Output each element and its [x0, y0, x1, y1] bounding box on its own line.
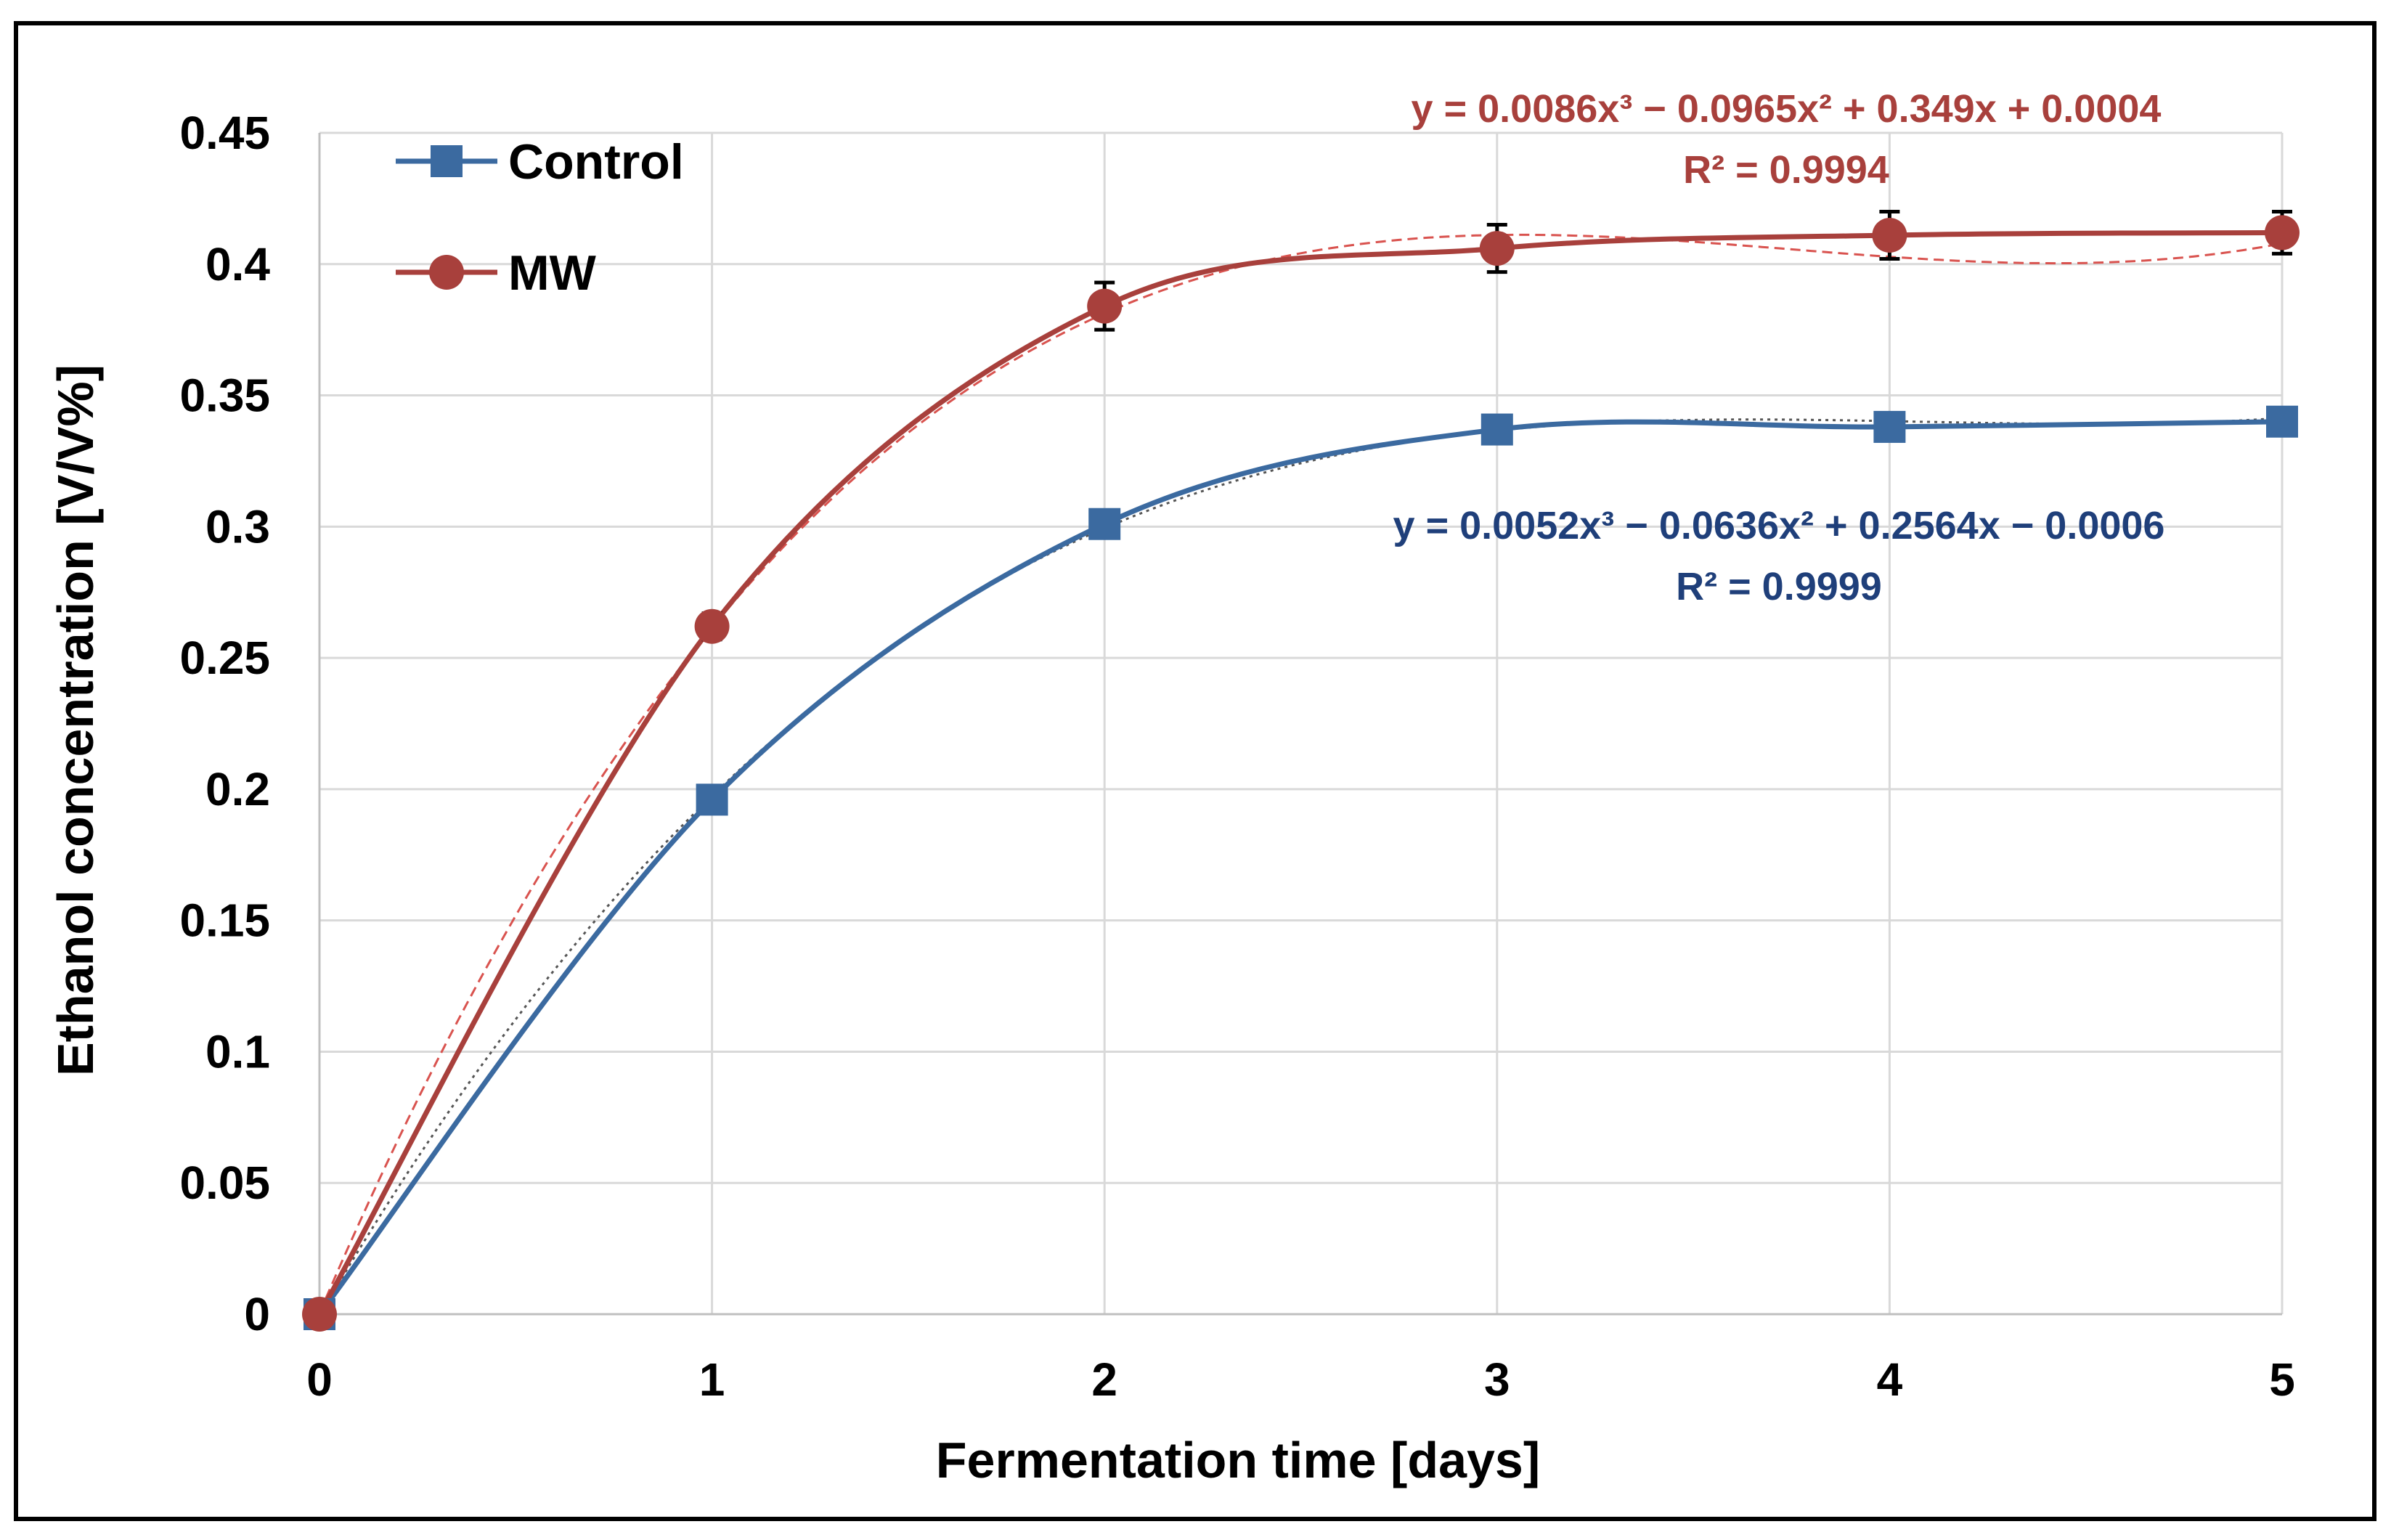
legend-label-mw: MW: [508, 245, 597, 301]
y-tick-label: 0.1: [205, 1025, 270, 1077]
data-point-mw: [302, 1297, 337, 1332]
data-point-control: [1088, 508, 1121, 540]
series: [317, 229, 2285, 1317]
y-tick-label: 0.05: [179, 1157, 270, 1209]
y-tick-label: 0.2: [205, 763, 270, 815]
annotation-control: y = 0.0052x³ − 0.0636x² + 0.2564x − 0.00…: [1393, 504, 2165, 608]
y-tick-label: 0.45: [179, 107, 270, 159]
legend-swatch-marker-control: [431, 145, 463, 177]
x-tick-label: 5: [2269, 1353, 2295, 1406]
legend: Control MW: [396, 134, 684, 301]
data-point-mw: [1087, 288, 1123, 324]
data-point-control: [1873, 410, 1906, 443]
series-line-control: [317, 419, 2285, 1317]
trendlines: [318, 233, 2283, 1316]
trendline-mw: [318, 233, 2283, 1314]
legend-item-mw: MW: [396, 245, 597, 301]
trendline-r2-control: R² = 0.9999: [1676, 565, 1882, 608]
data-point-mw: [1479, 231, 1515, 266]
y-tick-label: 0.15: [179, 895, 270, 947]
x-tick-label: 0: [306, 1353, 333, 1406]
x-tick-label: 4: [1877, 1353, 1903, 1406]
y-tick-label: 0.3: [205, 500, 270, 553]
tick-labels: 0 0.05 0.1 0.15 0.2 0.25 0.3 0.35 0.4 0.45 0 1 2 3 4 5: [179, 107, 2294, 1406]
y-tick-label: 0.4: [205, 238, 270, 290]
data-point-control: [2266, 405, 2298, 438]
trendline-equation-control: y = 0.0052x³ − 0.0636x² + 0.2564x − 0.00…: [1393, 504, 2165, 547]
data-point-mw: [694, 608, 730, 644]
y-tick-label: 0: [244, 1288, 270, 1340]
x-tick-label: 3: [1484, 1353, 1510, 1406]
chart-frame: [14, 21, 2376, 1521]
annotation-mw: y = 0.0086x³ − 0.0965x² + 0.349x + 0.000…: [1412, 87, 2162, 192]
markers: [302, 215, 2300, 1332]
data-point-mw: [2265, 215, 2300, 250]
x-tick-label: 1: [699, 1353, 725, 1406]
data-point-control: [1480, 413, 1513, 446]
trendline-control: [318, 417, 2283, 1316]
y-tick-label: 0.35: [179, 370, 270, 422]
trendline-r2-mw: R² = 0.9994: [1683, 148, 1889, 192]
legend-item-control: Control: [396, 134, 684, 190]
trendline-equation-mw: y = 0.0086x³ − 0.0965x² + 0.349x + 0.000…: [1412, 87, 2162, 131]
x-tick-label: 2: [1091, 1353, 1117, 1406]
legend-label-control: Control: [508, 134, 684, 190]
y-tick-label: 0.25: [179, 632, 270, 684]
legend-swatch-marker-mw: [429, 255, 464, 290]
data-point-control: [696, 783, 728, 816]
series-line-mw: [317, 229, 2285, 1317]
data-point-mw: [1872, 218, 1907, 253]
y-axis-title: Ethanol concentration [V/V%]: [47, 364, 104, 1076]
x-axis-title: Fermentation time [days]: [936, 1432, 1540, 1488]
axes: [318, 133, 2282, 1316]
